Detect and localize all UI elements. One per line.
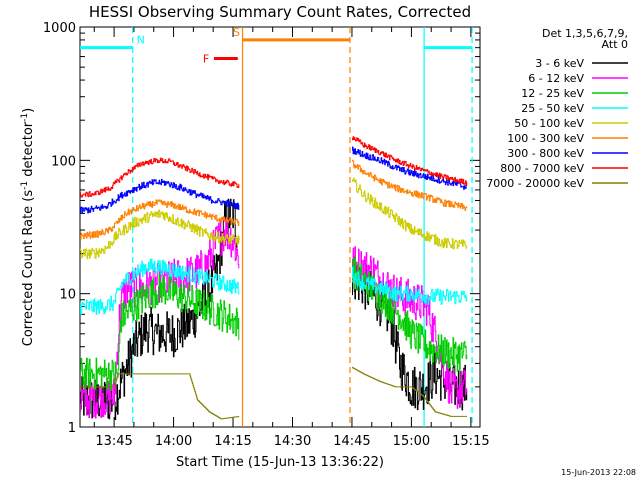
series-line — [80, 157, 240, 198]
legend-label: 3 - 6 keV — [535, 57, 584, 70]
series-line — [352, 136, 468, 186]
legend-label: 25 - 50 keV — [521, 102, 584, 115]
y-tick-label: 1000 — [43, 21, 76, 36]
y-axis-label-exponent-2: -1 — [20, 113, 30, 122]
x-tick-label: 13:45 — [95, 434, 132, 449]
legend-label: 300 - 800 keV — [507, 147, 584, 160]
plot-frame — [79, 26, 481, 428]
instrument-flags: N S F — [80, 26, 473, 66]
x-tick-label: 14:00 — [155, 434, 192, 449]
series-line — [352, 266, 468, 305]
y-tick-label: 1 — [68, 421, 76, 436]
y-tick-label: 100 — [51, 154, 76, 169]
x-tick-label: 15:00 — [393, 434, 430, 449]
legend-label: 100 - 300 keV — [507, 132, 584, 145]
series-line — [352, 159, 468, 211]
flag-label: S — [233, 26, 240, 39]
axis-ticks: 1 10 100 1000 13:45 14:00 14:15 14:30 14:45 15:00… — [43, 21, 490, 449]
series-line — [80, 199, 240, 240]
legend: Det 1,3,5,6,7,9,Att 0 3 - 6 keV 6 - 12 keV… — [486, 27, 628, 190]
legend-label: 50 - 100 keV — [514, 117, 584, 130]
series-line — [352, 257, 468, 372]
legend-label: 7000 - 20000 keV — [486, 177, 584, 190]
legend-header: Att 0 — [602, 38, 628, 51]
series-line — [80, 178, 240, 214]
legend-label: 6 - 12 keV — [528, 72, 584, 85]
flag-label: F — [203, 53, 209, 66]
y-axis-label: Corrected Count Rate (s-1 detector-1) — [20, 108, 36, 346]
y-axis-label-exponent-1: -1 — [20, 181, 30, 190]
series-line — [352, 366, 467, 417]
series-line — [80, 218, 240, 419]
series-line — [352, 146, 468, 190]
series-line — [80, 273, 240, 391]
x-axis-label: Start Time (15-Jun-13 13:36:22) — [176, 455, 384, 470]
y-tick-label: 10 — [59, 288, 76, 303]
series-line — [80, 209, 240, 260]
legend-header: Det 1,3,5,6,7,9, — [542, 27, 628, 40]
plot-area: 1 10 100 1000 13:45 14:00 14:15 14:30 14:45 15:00… — [43, 21, 490, 449]
x-tick-label: 14:45 — [333, 434, 370, 449]
chart-title: HESSI Observing Summary Count Rates, Cor… — [89, 3, 471, 21]
generation-timestamp: 15-Jun-2013 22:08 — [561, 468, 636, 477]
series-line — [352, 177, 468, 250]
series-line — [80, 258, 240, 315]
x-tick-label: 14:30 — [274, 434, 311, 449]
legend-label: 800 - 7000 keV — [500, 162, 584, 175]
series-line — [80, 373, 240, 420]
x-tick-label: 15:15 — [452, 434, 489, 449]
x-tick-label: 14:15 — [214, 434, 251, 449]
legend-label: 12 - 25 keV — [521, 87, 584, 100]
series-lines — [80, 136, 468, 420]
flag-label: N — [137, 34, 145, 47]
